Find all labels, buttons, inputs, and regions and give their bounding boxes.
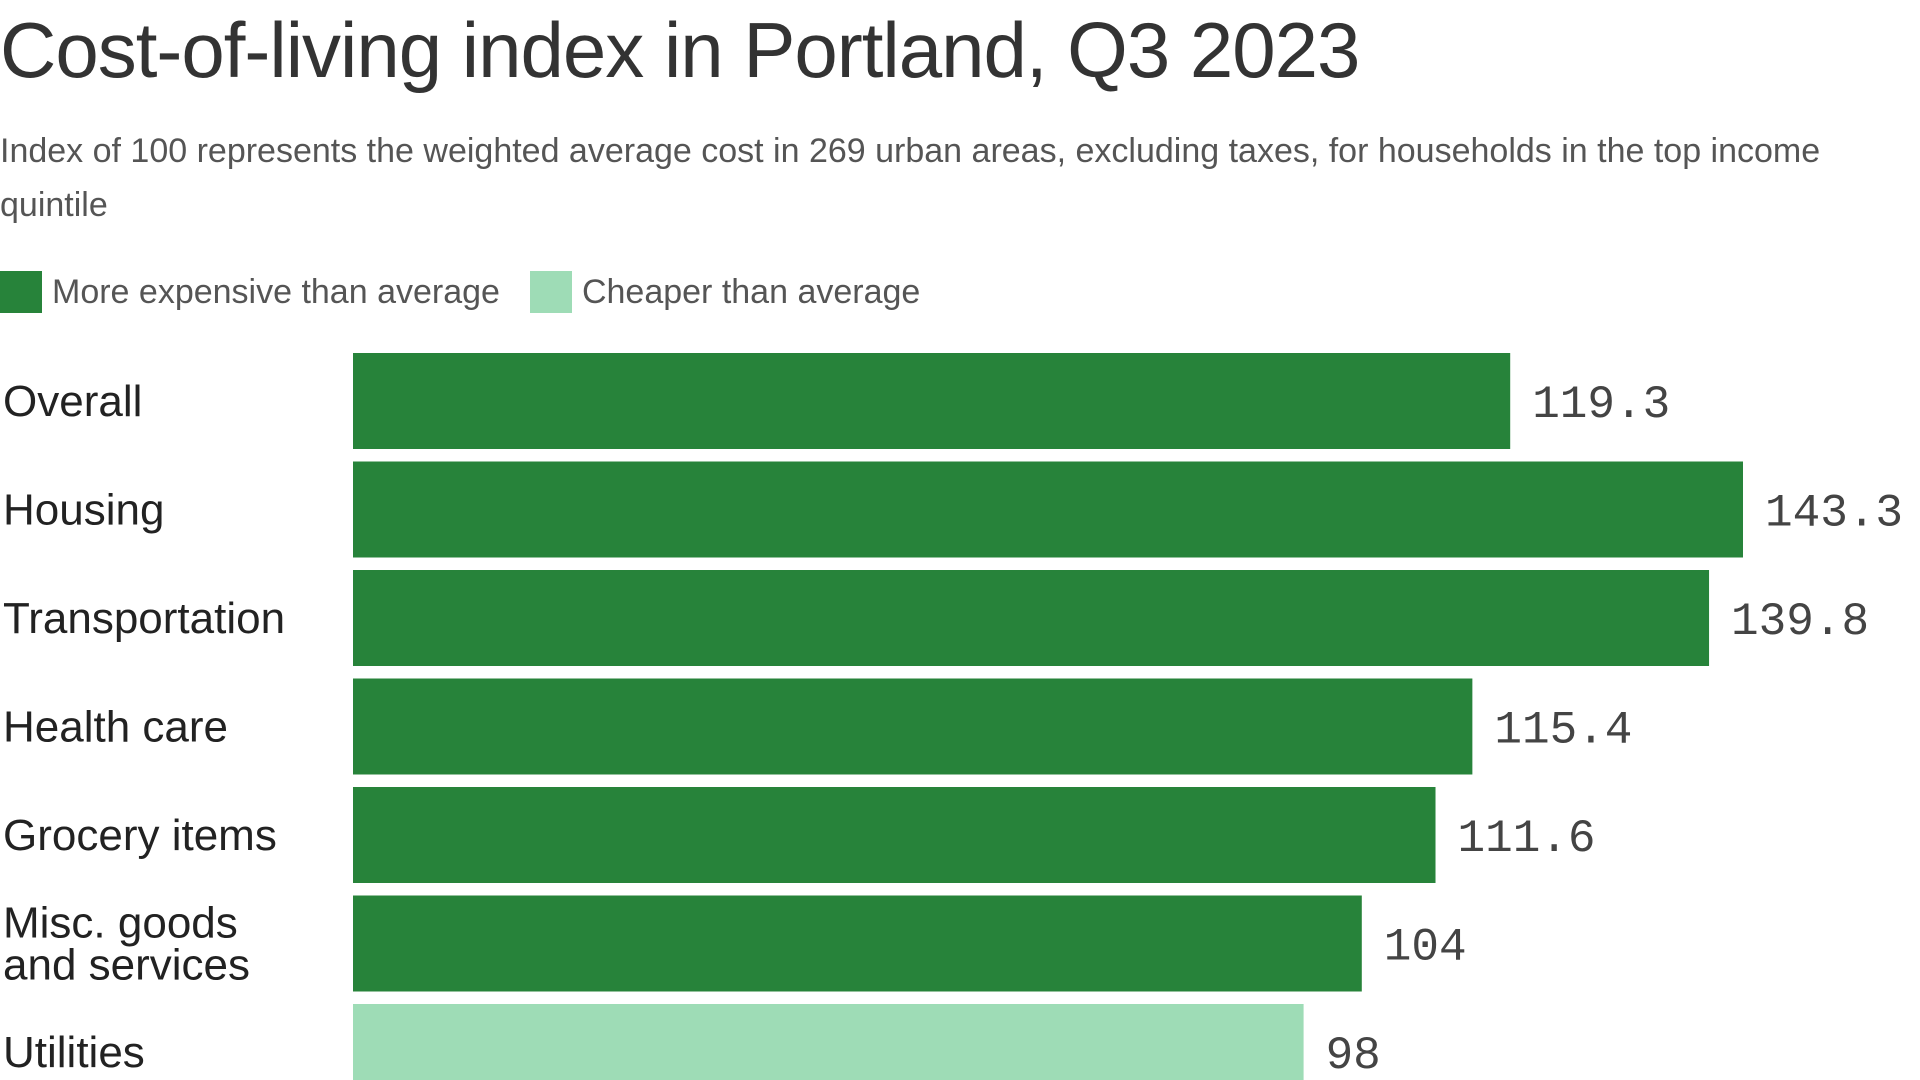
bar-6 bbox=[353, 1004, 1304, 1080]
category-label-5-line-0: Misc. goods bbox=[3, 899, 238, 948]
legend: More expensive than average Cheaper than… bbox=[0, 271, 950, 313]
value-label-2: 139.8 bbox=[1731, 596, 1869, 648]
bar-0 bbox=[353, 353, 1511, 449]
bar-4 bbox=[353, 787, 1436, 883]
chart-title: Cost-of-living index in Portland, Q3 202… bbox=[0, 6, 1360, 94]
bar-5 bbox=[353, 895, 1362, 992]
category-label-4: Grocery items bbox=[3, 811, 277, 860]
legend-label-below: Cheaper than average bbox=[581, 272, 921, 311]
legend-item-above: More expensive than average bbox=[0, 271, 500, 313]
legend-item-below: Cheaper than average bbox=[529, 271, 921, 313]
value-label-1: 143.3 bbox=[1765, 488, 1903, 540]
chart-subtitle: Index of 100 represents the weighted ave… bbox=[0, 132, 1821, 224]
legend-swatch-above bbox=[0, 271, 42, 313]
bar-3 bbox=[353, 678, 1473, 775]
value-label-0: 119.3 bbox=[1532, 379, 1670, 431]
value-label-4: 111.6 bbox=[1458, 813, 1596, 865]
value-label-5: 104 bbox=[1384, 922, 1467, 974]
category-label-0: Overall bbox=[3, 377, 142, 426]
category-label-5-line-1: and services bbox=[3, 941, 250, 990]
category-label-3: Health care bbox=[3, 703, 228, 752]
bar-1 bbox=[353, 461, 1743, 558]
value-label-3: 115.4 bbox=[1494, 705, 1632, 757]
bar-chart: Overall 119.3 Housing 143.3 Transportation 13… bbox=[3, 353, 1903, 1080]
category-label-6: Utilities bbox=[3, 1028, 145, 1077]
value-label-6: 98 bbox=[1326, 1030, 1381, 1080]
category-label-1: Housing bbox=[3, 486, 164, 535]
bar-2 bbox=[353, 570, 1710, 666]
category-label-2: Transportation bbox=[3, 594, 285, 643]
legend-label-above: More expensive than average bbox=[52, 272, 500, 311]
legend-swatch-below bbox=[529, 271, 572, 313]
